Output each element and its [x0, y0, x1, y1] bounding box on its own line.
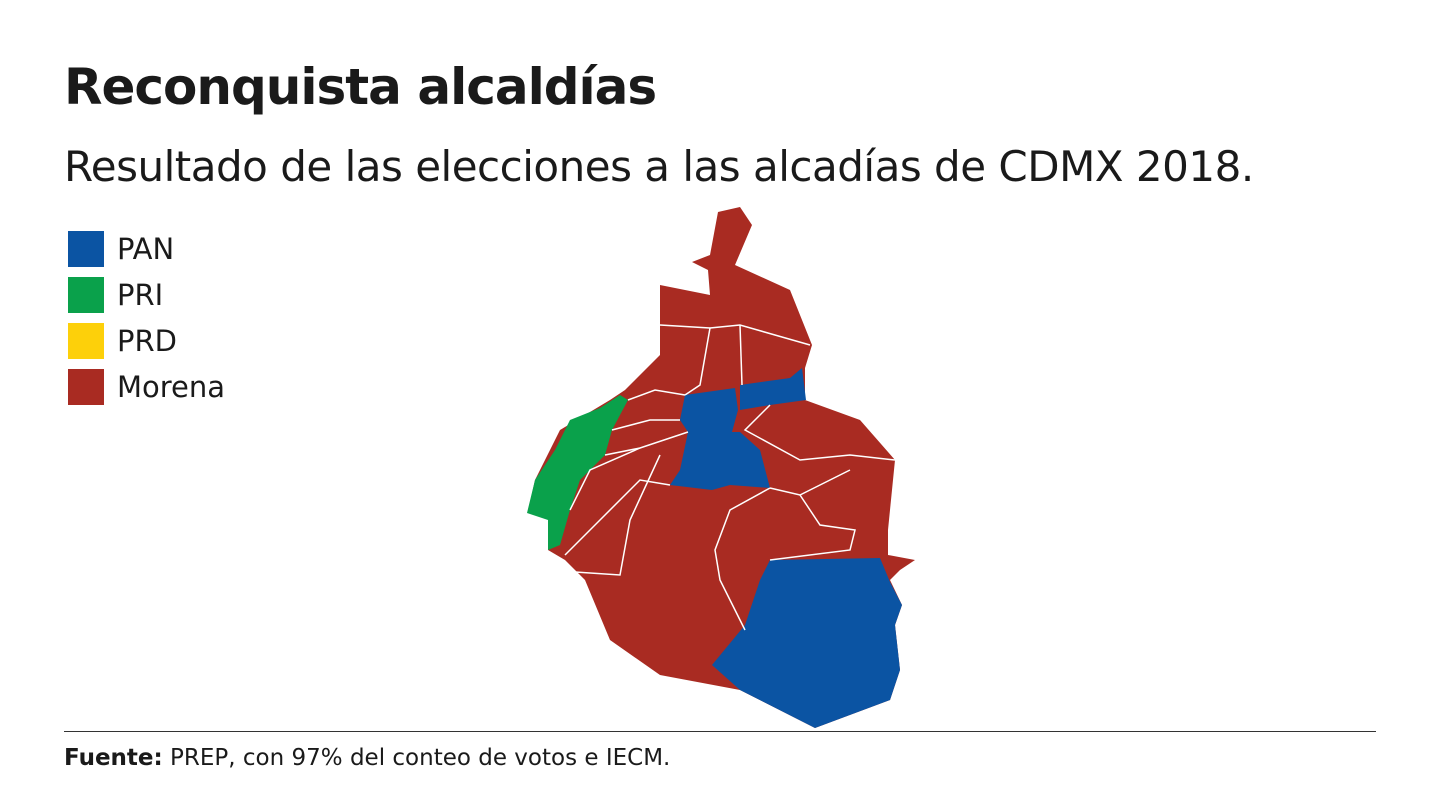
- legend-label: PRD: [117, 324, 177, 358]
- border: [769, 494, 856, 561]
- border: [569, 447, 641, 511]
- legend-label: PAN: [117, 232, 175, 266]
- source-text: PREP, con 97% del conteo de votos e IECM…: [170, 745, 671, 771]
- border: [627, 389, 686, 401]
- legend-swatch: [68, 231, 104, 267]
- title: Reconquista alcaldías: [64, 58, 657, 116]
- legend-item: PRD: [68, 318, 225, 364]
- legend: PAN PRI PRD Morena: [68, 226, 225, 410]
- legend-swatch: [68, 277, 104, 313]
- subtitle: Resultado de las elecciones a las alcadí…: [64, 142, 1254, 191]
- region: [680, 388, 738, 432]
- region: [712, 558, 902, 728]
- region: [740, 368, 806, 410]
- region: [670, 432, 770, 490]
- legend-item: PAN: [68, 226, 225, 272]
- region: [527, 395, 628, 550]
- map: [527, 207, 915, 728]
- border: [611, 419, 680, 431]
- legend-label: PRI: [117, 278, 164, 312]
- border: [659, 324, 811, 346]
- source-label: Fuente:: [64, 745, 163, 771]
- legend-item: PRI: [68, 272, 225, 318]
- border: [564, 479, 671, 556]
- border: [714, 487, 771, 631]
- border: [739, 324, 743, 386]
- legend-item: Morena: [68, 364, 225, 410]
- source: Fuente: PREP, con 97% del conteo de voto…: [64, 745, 670, 771]
- border: [743, 404, 896, 461]
- border: [574, 454, 661, 576]
- legend-swatch: [68, 323, 104, 359]
- rule: [64, 731, 1376, 732]
- legend-label: Morena: [117, 370, 226, 404]
- legend-swatch: [68, 369, 104, 405]
- border: [684, 327, 711, 396]
